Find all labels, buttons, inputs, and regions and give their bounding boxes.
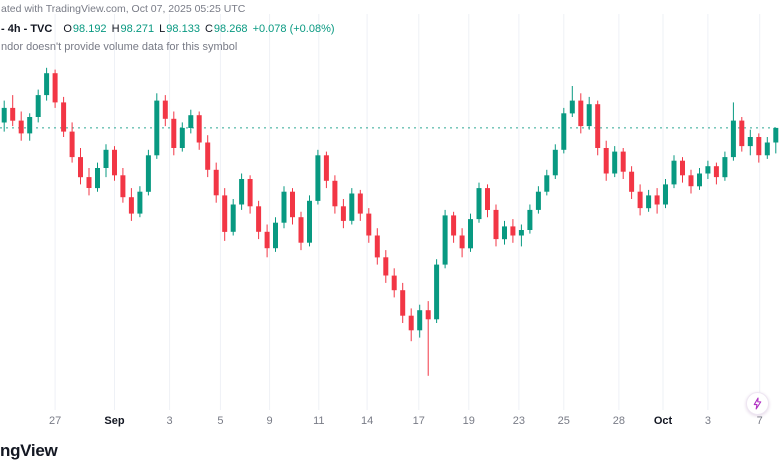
open-value: 98.192: [72, 23, 107, 35]
svg-text:Oct: Oct: [654, 415, 673, 427]
svg-text:27: 27: [49, 415, 61, 427]
svg-text:5: 5: [217, 415, 223, 427]
high-value: 98.271: [120, 23, 155, 35]
high-label: H: [111, 23, 120, 35]
svg-text:19: 19: [463, 415, 475, 427]
svg-text:3: 3: [705, 415, 711, 427]
close-value: 98.268: [213, 23, 248, 35]
symbol-title: - 4h - TVC: [1, 23, 53, 35]
open-label: O: [63, 23, 72, 35]
lightning-icon: [753, 397, 762, 410]
change-value: +0.078 (+0.08%): [252, 23, 335, 35]
low-label: L: [159, 23, 166, 35]
symbol-legend[interactable]: - 4h - TVC O98.192 H98.271 L98.133 C98.268 +0…: [1, 23, 335, 35]
boost-button[interactable]: [746, 392, 769, 415]
svg-text:25: 25: [558, 415, 570, 427]
svg-text:23: 23: [513, 415, 525, 427]
svg-text:9: 9: [267, 415, 273, 427]
svg-text:17: 17: [413, 415, 425, 427]
svg-text:28: 28: [613, 415, 625, 427]
svg-text:Sep: Sep: [104, 415, 124, 427]
svg-text:11: 11: [313, 415, 324, 427]
attribution-text: ated with TradingView.com, Oct 07, 2025 …: [1, 3, 246, 15]
low-value: 98.133: [166, 23, 200, 35]
svg-text:3: 3: [167, 415, 173, 427]
tradingview-logo[interactable]: ngView: [0, 441, 58, 460]
close-label: C: [204, 23, 213, 35]
svg-text:7: 7: [757, 415, 763, 427]
volume-notice: ndor doesn't provide volume data for thi…: [1, 41, 238, 53]
svg-text:14: 14: [361, 415, 373, 427]
